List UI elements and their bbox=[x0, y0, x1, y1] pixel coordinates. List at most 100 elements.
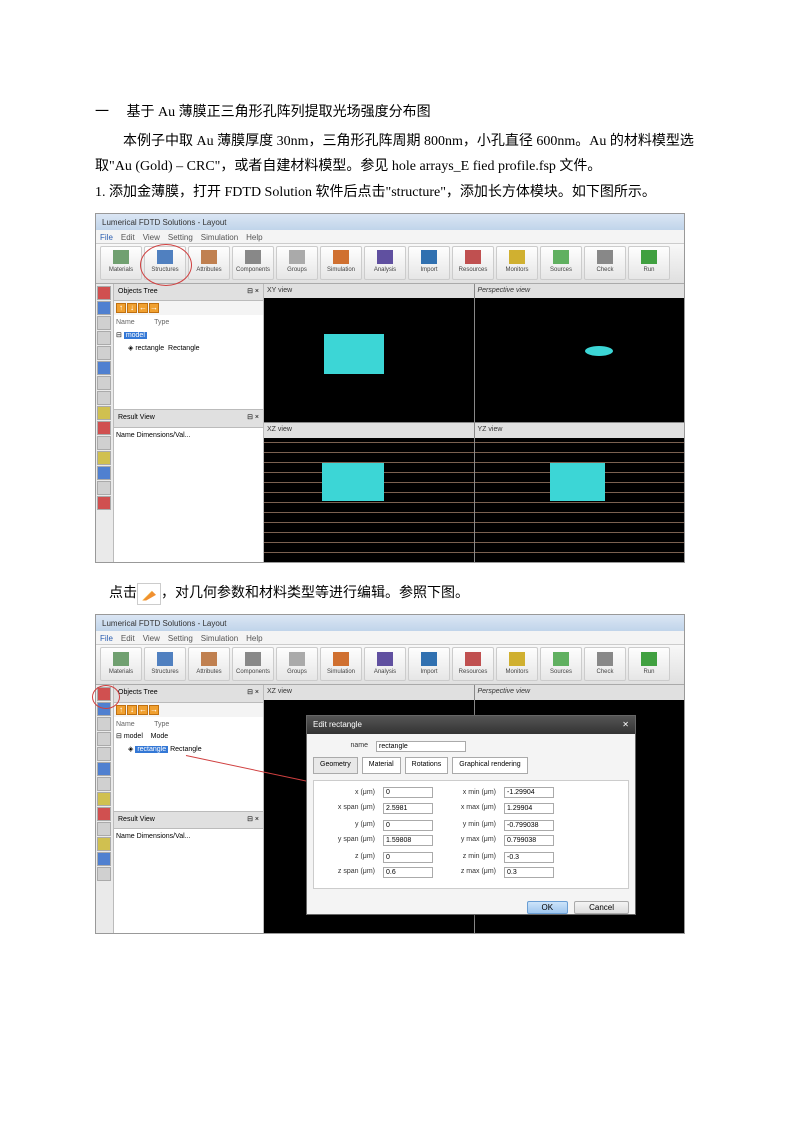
tool-icon[interactable] bbox=[97, 762, 111, 776]
view-xz[interactable]: XZ view bbox=[264, 423, 474, 562]
tool-icon[interactable] bbox=[97, 792, 111, 806]
left-toolbar bbox=[96, 685, 114, 933]
menu-edit[interactable]: Edit bbox=[121, 632, 135, 643]
tree-model-row[interactable]: ⊟ model Mode bbox=[116, 731, 261, 744]
ymax-field[interactable] bbox=[504, 835, 554, 846]
tool-icon[interactable] bbox=[97, 717, 111, 731]
tb-components[interactable]: Components bbox=[232, 246, 274, 280]
menu-setting[interactable]: Setting bbox=[168, 632, 193, 643]
tb-run[interactable]: Run bbox=[628, 246, 670, 280]
tab-rendering[interactable]: Graphical rendering bbox=[452, 757, 527, 774]
tb-groups[interactable]: Groups bbox=[276, 647, 318, 681]
tb-materials[interactable]: Materials bbox=[100, 246, 142, 280]
close-icon[interactable]: ✕ bbox=[622, 718, 629, 732]
xmin-field[interactable] bbox=[504, 787, 554, 798]
menu-file[interactable]: File bbox=[100, 231, 113, 242]
tool-icon[interactable] bbox=[97, 451, 111, 465]
tb-sources[interactable]: Sources bbox=[540, 246, 582, 280]
tb-structures[interactable]: Structures bbox=[144, 246, 186, 280]
yspan-field[interactable] bbox=[383, 835, 433, 846]
menu-edit[interactable]: Edit bbox=[121, 231, 135, 242]
tree-model-row[interactable]: ⊟ model bbox=[116, 330, 261, 343]
tb-monitors[interactable]: Monitors bbox=[496, 246, 538, 280]
view-xy[interactable]: XY view bbox=[264, 284, 474, 423]
tool-icon[interactable] bbox=[97, 361, 111, 375]
tb-analysis[interactable]: Analysis bbox=[364, 647, 406, 681]
tb-simulation[interactable]: Simulation bbox=[320, 647, 362, 681]
tool-icon[interactable] bbox=[97, 747, 111, 761]
cancel-button[interactable]: Cancel bbox=[574, 901, 629, 914]
tool-icon[interactable] bbox=[97, 286, 111, 300]
menu-file[interactable]: File bbox=[100, 632, 113, 643]
tool-icon[interactable] bbox=[97, 466, 111, 480]
tool-icon[interactable] bbox=[97, 331, 111, 345]
tb-resources[interactable]: Resources bbox=[452, 647, 494, 681]
zspan-field[interactable] bbox=[383, 867, 433, 878]
tool-icon[interactable] bbox=[97, 496, 111, 510]
ymin-field[interactable] bbox=[504, 820, 554, 831]
tree-rect-row[interactable]: ◈ rectangle Rectangle bbox=[116, 744, 261, 757]
window-title: Lumerical FDTD Solutions - Layout bbox=[96, 615, 684, 631]
tb-check[interactable]: Check bbox=[584, 647, 626, 681]
x-field[interactable] bbox=[383, 787, 433, 798]
tb-materials[interactable]: Materials bbox=[100, 647, 142, 681]
menu-help[interactable]: Help bbox=[246, 231, 262, 242]
tool-icon[interactable] bbox=[97, 837, 111, 851]
tool-icon[interactable] bbox=[97, 376, 111, 390]
tool-icon[interactable] bbox=[97, 822, 111, 836]
tb-attributes[interactable]: Attributes bbox=[188, 246, 230, 280]
tool-icon[interactable] bbox=[97, 436, 111, 450]
tb-structures[interactable]: Structures bbox=[144, 647, 186, 681]
tree-rect-row[interactable]: ◈ rectangle Rectangle bbox=[116, 343, 261, 356]
zmin-field[interactable] bbox=[504, 852, 554, 863]
tree-title: Objects Tree bbox=[118, 286, 158, 299]
window-title: Lumerical FDTD Solutions - Layout bbox=[96, 214, 684, 230]
tb-monitors[interactable]: Monitors bbox=[496, 647, 538, 681]
xmax-field[interactable] bbox=[504, 803, 554, 814]
tool-icon[interactable] bbox=[97, 852, 111, 866]
tool-icon[interactable] bbox=[97, 406, 111, 420]
tb-simulation[interactable]: Simulation bbox=[320, 246, 362, 280]
menu-setting[interactable]: Setting bbox=[168, 231, 193, 242]
menu-simulation[interactable]: Simulation bbox=[201, 231, 238, 242]
tb-check[interactable]: Check bbox=[584, 246, 626, 280]
tab-geometry[interactable]: Geometry bbox=[313, 757, 358, 774]
y-field[interactable] bbox=[383, 820, 433, 831]
tool-icon[interactable] bbox=[97, 316, 111, 330]
tb-resources[interactable]: Resources bbox=[452, 246, 494, 280]
z-field[interactable] bbox=[383, 852, 433, 863]
zmax-field[interactable] bbox=[504, 867, 554, 878]
tb-groups[interactable]: Groups bbox=[276, 246, 318, 280]
tool-icon[interactable] bbox=[97, 702, 111, 716]
screenshot-2: Lumerical FDTD Solutions - Layout File E… bbox=[95, 614, 685, 934]
tool-icon[interactable] bbox=[97, 807, 111, 821]
tb-import[interactable]: Import bbox=[408, 246, 450, 280]
tool-icon[interactable] bbox=[97, 687, 111, 701]
tab-material[interactable]: Material bbox=[362, 757, 401, 774]
tb-analysis[interactable]: Analysis bbox=[364, 246, 406, 280]
tb-import[interactable]: Import bbox=[408, 647, 450, 681]
tab-rotations[interactable]: Rotations bbox=[405, 757, 449, 774]
tool-icon[interactable] bbox=[97, 346, 111, 360]
tool-icon[interactable] bbox=[97, 867, 111, 881]
ok-button[interactable]: OK bbox=[527, 901, 569, 914]
tool-icon[interactable] bbox=[97, 481, 111, 495]
view-yz[interactable]: YZ view bbox=[475, 423, 685, 562]
tb-attributes[interactable]: Attributes bbox=[188, 647, 230, 681]
tool-icon[interactable] bbox=[97, 391, 111, 405]
tool-icon[interactable] bbox=[97, 421, 111, 435]
tool-icon[interactable] bbox=[97, 732, 111, 746]
menu-help[interactable]: Help bbox=[246, 632, 262, 643]
tool-icon[interactable] bbox=[97, 301, 111, 315]
xspan-field[interactable] bbox=[383, 803, 433, 814]
name-field[interactable] bbox=[376, 741, 466, 752]
tool-icon[interactable] bbox=[97, 777, 111, 791]
menu-simulation[interactable]: Simulation bbox=[201, 632, 238, 643]
tb-components[interactable]: Components bbox=[232, 647, 274, 681]
menu-view[interactable]: View bbox=[143, 632, 160, 643]
tb-sources[interactable]: Sources bbox=[540, 647, 582, 681]
toolbar: Materials Structures Attributes Componen… bbox=[96, 244, 684, 284]
menu-view[interactable]: View bbox=[143, 231, 160, 242]
tb-run[interactable]: Run bbox=[628, 647, 670, 681]
view-perspective[interactable]: Perspective view bbox=[475, 284, 685, 423]
